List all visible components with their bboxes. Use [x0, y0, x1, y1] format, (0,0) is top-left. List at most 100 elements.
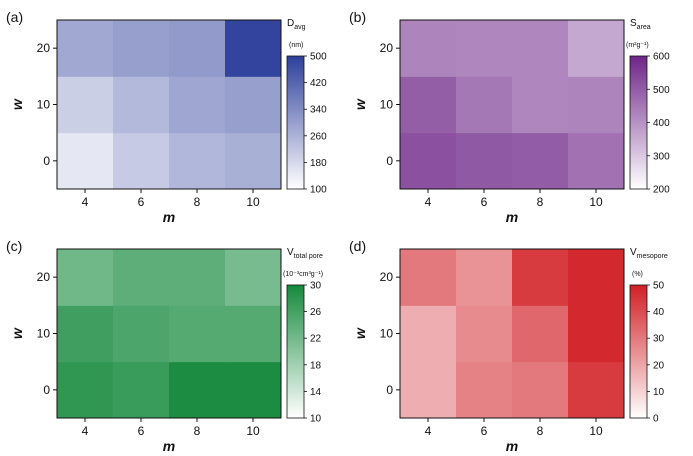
panel-label: (c)	[6, 238, 22, 254]
heatmap-cell	[57, 76, 114, 134]
colorbar	[286, 55, 305, 190]
y-axis-title: w	[9, 98, 25, 110]
colorbar-tick-label: 30	[653, 334, 665, 345]
colorbar-tick-label: 18	[310, 360, 322, 371]
heatmap-cell	[400, 132, 457, 190]
heatmap-cell	[456, 361, 513, 419]
colorbar-tick-label: 500	[653, 85, 670, 96]
x-tick-label: 6	[138, 424, 145, 438]
colorbar-tick-label: 200	[653, 185, 670, 196]
y-axis-title: w	[352, 327, 368, 339]
colorbar-tick-label: 30	[310, 281, 322, 292]
colorbar-title: Vtotal pore	[287, 247, 323, 260]
x-axis-title: m	[163, 438, 175, 454]
y-tick-label: 10	[380, 98, 394, 112]
x-tick-label: 4	[82, 424, 89, 438]
panel-label: (a)	[6, 9, 23, 25]
heatmap-cell	[456, 76, 513, 134]
heatmap-cell	[225, 132, 282, 190]
heatmap-cell	[400, 305, 457, 363]
colorbar-tick-label: 22	[310, 334, 322, 345]
heatmap-cell	[169, 132, 226, 190]
y-tick-label: 20	[37, 41, 51, 55]
heatmap-cell	[568, 132, 625, 190]
x-tick-label: 10	[246, 424, 260, 438]
heatmap-cell	[57, 132, 114, 190]
heatmap-cell	[225, 76, 282, 134]
x-tick-label: 10	[589, 424, 603, 438]
y-axis-title: w	[9, 327, 25, 339]
y-tick-label: 0	[386, 383, 393, 397]
colorbar-title: Vmesopore	[630, 247, 668, 260]
x-tick-label: 8	[194, 195, 201, 209]
colorbar-units: (%)	[632, 271, 643, 278]
colorbar-title: Sarea	[630, 18, 651, 31]
colorbar	[629, 55, 648, 190]
heatmap-cell	[113, 361, 170, 419]
heatmap-cell	[113, 20, 170, 77]
heatmap-cell	[400, 76, 457, 134]
heatmap-cell	[512, 132, 569, 190]
x-tick-label: 4	[425, 195, 432, 209]
heatmap-cell	[512, 305, 569, 363]
y-tick-label: 10	[37, 327, 51, 341]
x-tick-label: 10	[589, 195, 603, 209]
heatmap-cell	[456, 249, 513, 306]
heatmap-panel-2: (c) 4 6 8 10 m 0 10 20 w 10 14 18 22 26 30 Vtotal pore (1…	[6, 238, 323, 454]
x-axis-title: m	[506, 438, 518, 454]
y-tick-label: 20	[37, 270, 51, 284]
colorbar-tick-label: 420	[310, 78, 327, 89]
heatmap-cell	[400, 249, 457, 306]
heatmap-cell	[568, 361, 625, 419]
x-tick-label: 6	[138, 195, 145, 209]
colorbar-tick-label: 400	[653, 118, 670, 129]
heatmap-cell	[568, 76, 625, 134]
y-tick-label: 20	[380, 41, 394, 55]
heatmap-cell	[512, 361, 569, 419]
colorbar-title: Davg	[287, 18, 306, 31]
colorbar-tick-label: 14	[310, 387, 322, 398]
heatmap-cell	[568, 305, 625, 363]
colorbar-tick-label: 100	[310, 185, 327, 196]
heatmap-cell	[169, 361, 226, 419]
colorbar-units: (nm)	[289, 42, 303, 49]
colorbar	[629, 284, 648, 419]
y-tick-label: 0	[43, 383, 50, 397]
colorbar-tick-label: 40	[653, 307, 665, 318]
heatmap-cell	[456, 20, 513, 77]
colorbar-tick-label: 180	[310, 158, 327, 169]
colorbar-tick-label: 260	[310, 131, 327, 142]
colorbar-tick-label: 300	[653, 151, 670, 162]
x-tick-label: 4	[425, 424, 432, 438]
colorbar-tick-label: 0	[653, 414, 659, 425]
heatmap-cell	[113, 305, 170, 363]
x-tick-label: 6	[481, 195, 488, 209]
heatmap-cell	[225, 20, 282, 77]
y-tick-label: 20	[380, 270, 394, 284]
heatmap-panel-1: (b) 4 6 8 10 m 0 10 20 w 200 300 400 500 600 Sarea (m²g⁻…	[349, 9, 670, 225]
heatmap-cell	[400, 20, 457, 77]
panel-label: (b)	[349, 9, 366, 25]
colorbar-tick-label: 10	[310, 414, 322, 425]
colorbar-tick-label: 20	[653, 360, 665, 371]
x-axis-title: m	[506, 209, 518, 225]
heatmap-cell	[456, 132, 513, 190]
colorbar-tick-label: 50	[653, 281, 665, 292]
y-tick-label: 10	[37, 98, 51, 112]
heatmap-cell	[113, 132, 170, 190]
y-tick-label: 10	[380, 327, 394, 341]
panel-label: (d)	[349, 238, 366, 254]
colorbar-tick-label: 10	[653, 387, 665, 398]
colorbar-units: (10⁻³cm³g⁻¹)	[283, 271, 323, 278]
y-tick-label: 0	[43, 154, 50, 168]
heatmap-cell	[512, 20, 569, 77]
x-tick-label: 6	[481, 424, 488, 438]
heatmap-cell	[57, 249, 114, 306]
colorbar-tick-label: 26	[310, 307, 322, 318]
x-tick-label: 4	[82, 195, 89, 209]
heatmap-panel-3: (d) 4 6 8 10 m 0 10 20 w 0 10 20 30 40 50 Vmesopore (%)	[349, 238, 668, 454]
colorbar-tick-label: 600	[653, 52, 670, 63]
y-tick-label: 0	[386, 154, 393, 168]
heatmap-cell	[113, 249, 170, 306]
